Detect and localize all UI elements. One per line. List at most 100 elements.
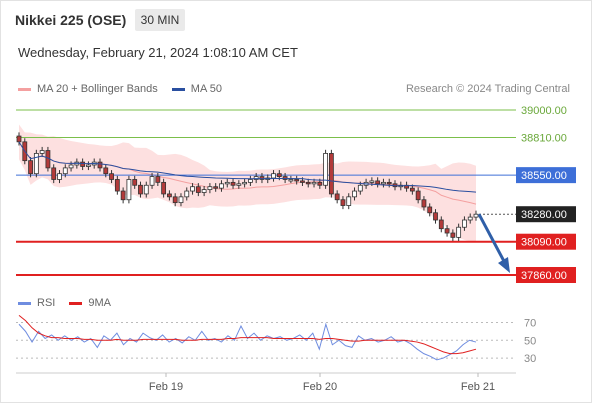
level-tag-38280.00: [516, 206, 576, 223]
candle-body: [259, 176, 265, 180]
candle-body: [369, 180, 375, 183]
level-label-37860.00: 37860.00: [521, 270, 567, 282]
candle-body: [213, 186, 219, 189]
level-label-39000.00: 39000.00: [521, 105, 567, 117]
candle-body: [161, 181, 167, 195]
candle-body: [375, 180, 381, 185]
candle-body: [300, 180, 305, 183]
x-tick-label: Feb 20: [303, 381, 337, 393]
level-label-38810.00: 38810.00: [521, 133, 567, 145]
legend-swatch-rsi: [18, 301, 31, 305]
candle-body: [224, 181, 230, 185]
candle-body: [276, 173, 282, 177]
candle-body: [103, 167, 109, 175]
candle-body: [357, 184, 363, 192]
candle-body: [433, 212, 438, 221]
candle-body: [230, 181, 236, 186]
candle-body: [253, 176, 259, 180]
candle-body: [346, 196, 352, 206]
candle-body: [120, 190, 126, 201]
legend-label-ma50: MA 50: [190, 83, 222, 95]
datetime-label: Wednesday, February 21, 2024 1:08:10 AM …: [18, 45, 298, 60]
level-tag-37860.00: [516, 267, 576, 283]
candle-body: [16, 135, 22, 143]
level-label-38090.00: 38090.00: [521, 237, 567, 249]
candle-body: [294, 179, 300, 182]
candle-body: [450, 232, 456, 238]
price-legend: MA 20 + Bollinger Bands MA 50: [18, 83, 236, 95]
candle-body: [190, 186, 195, 192]
candle-body: [207, 186, 213, 191]
candle-body: [317, 181, 323, 186]
candle-body: [381, 181, 386, 185]
candle-body: [51, 167, 57, 180]
level-tag-38550.00: [516, 167, 576, 184]
rsi-tick-label-30: 30: [524, 353, 536, 365]
candle-body: [109, 173, 114, 180]
legend-swatch-bollinger: [18, 87, 31, 91]
rsi-line: [18, 322, 477, 361]
projection-arrow-shaft: [477, 213, 508, 266]
candle-body: [421, 199, 427, 208]
rsi-legend: RSI 9MA: [18, 297, 125, 309]
candle-body: [114, 179, 120, 192]
candle-body: [86, 164, 91, 167]
candle-body: [444, 228, 450, 234]
candle-body: [143, 184, 149, 195]
legend-swatch-9ma: [69, 301, 83, 305]
candle-body: [201, 189, 207, 193]
legend-item-ma50: MA 50: [171, 83, 222, 95]
candle-body: [340, 199, 346, 206]
candle-body: [68, 164, 74, 169]
legend-item-9ma: 9MA: [69, 297, 111, 309]
candle-body: [172, 196, 178, 204]
candle-body: [352, 190, 357, 198]
candle-body: [236, 183, 242, 186]
candle-body: [473, 213, 479, 218]
candle-body: [247, 179, 253, 183]
projection-arrow-head: [498, 257, 510, 273]
candle-body: [132, 179, 138, 186]
candle-body: [219, 183, 224, 189]
candle-body: [167, 193, 172, 198]
level-label-38550.00: 38550.00: [521, 170, 567, 182]
candle-body: [33, 153, 39, 175]
candle-body: [386, 181, 392, 185]
candle-body: [415, 190, 421, 201]
rsi-tick-label-70: 70: [524, 317, 536, 329]
bollinger-band: [19, 124, 476, 243]
candle-body: [323, 153, 328, 186]
candle-body: [195, 186, 201, 193]
candle-body: [334, 193, 340, 201]
candle-body: [462, 219, 467, 228]
instrument-title: Nikkei 225 (OSE): [15, 12, 127, 28]
credit-text: Research © 2024 Trading Central: [405, 83, 570, 95]
candle-body: [126, 179, 132, 201]
x-tick-label: Feb 19: [149, 381, 183, 393]
candle-body: [271, 173, 276, 179]
candle-body: [97, 161, 103, 169]
legend-label-9ma: 9MA: [88, 297, 111, 309]
candle-body: [28, 160, 33, 175]
candle-body: [427, 206, 433, 214]
candle-body: [242, 181, 248, 185]
x-tick-label: Feb 21: [461, 381, 495, 393]
candle-body: [62, 167, 68, 175]
legend-item-rsi: RSI: [18, 297, 55, 309]
ma50-line: [18, 141, 477, 193]
level-tag-38090.00: [516, 233, 576, 250]
candle-body: [80, 161, 86, 167]
rsi-tick-label-50: 50: [524, 335, 536, 347]
candle-body: [311, 181, 317, 185]
level-label-38280.00: 38280.00: [521, 209, 567, 221]
candle-body: [409, 187, 415, 192]
legend-label-bollinger: MA 20 + Bollinger Bands: [37, 83, 158, 95]
timeframe-button[interactable]: 30 MIN: [135, 9, 185, 31]
legend-label-rsi: RSI: [37, 297, 56, 309]
candle-body: [149, 176, 155, 186]
candle-body: [178, 196, 184, 204]
candle-body: [155, 176, 161, 183]
rsi-ma-line: [18, 314, 477, 355]
